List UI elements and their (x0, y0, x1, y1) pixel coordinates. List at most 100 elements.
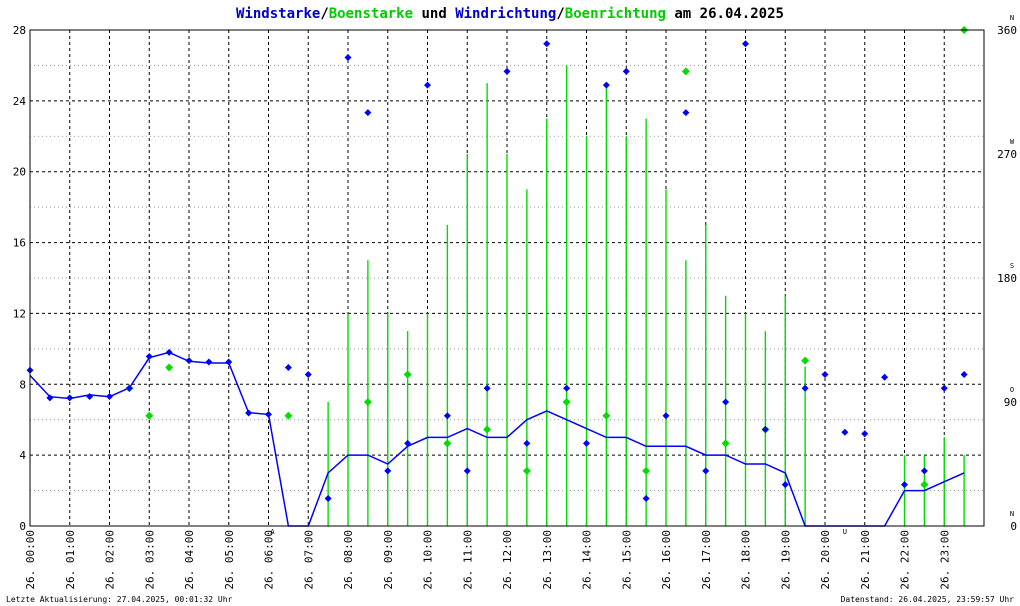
wind-direction-point (662, 412, 670, 420)
wind-direction-point (583, 439, 590, 447)
wind-direction-point (384, 467, 392, 475)
plot-frame (29, 29, 985, 527)
wind-direction-point (284, 364, 292, 372)
y-left-tick-label: 0 (19, 520, 26, 533)
footer-left: Letzte Aktualisierung: 27.04.2025, 00:01… (6, 595, 233, 604)
wind-direction-point (185, 357, 193, 365)
title-part: / (556, 6, 564, 22)
gust-direction-point (562, 398, 571, 406)
gust-direction-point (145, 411, 154, 420)
right-axis-labels: 0 90 180 270 360 N O S W N (997, 14, 1017, 533)
wind-direction-point (960, 370, 968, 378)
wind-direction-point (563, 384, 571, 392)
wind-direction-point (722, 398, 730, 406)
wind-direction-point (463, 467, 471, 475)
y-left-tick-label: 8 (19, 378, 26, 391)
wind-direction-point (324, 494, 332, 502)
wind-direction-point (404, 439, 412, 447)
time-marker-label: U (843, 528, 847, 536)
y-left-tick-label: 4 (19, 449, 26, 462)
wind-direction-point (86, 392, 94, 400)
x-tick-label: 26. 18:00 (740, 530, 753, 590)
wind-direction-point (841, 428, 849, 436)
x-tick-label: 26. 22:00 (899, 530, 912, 590)
wind-direction-point (344, 54, 352, 62)
gust-direction-point (284, 411, 293, 420)
wind-direction-point (205, 358, 213, 366)
wind-direction-point (742, 40, 749, 48)
gust-direction-point (443, 439, 452, 448)
chart-title: Windstarke/Boenstarke und Windrichtung/B… (236, 6, 784, 22)
gust-direction-point (920, 480, 929, 489)
wind-direction-point (761, 426, 769, 434)
gust-direction-point (483, 425, 492, 434)
wind-direction-point (225, 358, 233, 366)
gust-direction-point (403, 370, 412, 379)
x-tick-label: 26. 20:00 (819, 530, 832, 590)
time-marker-label: A (270, 528, 275, 536)
wind-direction-point (781, 481, 789, 489)
title-part: und (413, 6, 455, 22)
x-tick-label: 26. 03:00 (143, 530, 156, 590)
x-tick-label: 26. 16:00 (660, 530, 673, 590)
x-tick-label: 26. 09:00 (382, 530, 395, 590)
wind-direction-point (245, 409, 253, 417)
x-tick-label: 26. 21:00 (859, 530, 872, 590)
title-part: Windrichtung (455, 6, 556, 22)
y-left-tick-label: 20 (13, 166, 26, 179)
x-tick-label: 26. 05:00 (223, 530, 236, 590)
direction-label: O (1010, 386, 1014, 394)
wind-direction-point (523, 439, 531, 447)
title-part: / (320, 6, 328, 22)
y-left-tick-label: 28 (13, 24, 26, 37)
y-right-tick-label: 90 (1004, 396, 1017, 409)
y-right-tick-label: 360 (997, 24, 1017, 37)
wind-direction-point (642, 494, 650, 502)
wind-direction-point (602, 81, 610, 89)
wind-direction-point (443, 412, 451, 420)
title-part: Boenstarke (329, 6, 413, 22)
wind-direction-point (46, 394, 54, 402)
wind-direction-point (881, 373, 889, 381)
wind-direction-point (702, 467, 710, 475)
gust-direction-point (602, 411, 611, 420)
x-tick-label: 26. 15:00 (620, 530, 633, 590)
wind-direction-point (483, 384, 491, 392)
title-part: Boenrichtung (565, 6, 666, 22)
title-part: Windstarke (236, 6, 320, 22)
wind-direction-point (920, 467, 928, 475)
gust-direction-point (721, 439, 730, 448)
y-right-tick-label: 180 (997, 272, 1017, 285)
y-right-tick-label: 270 (997, 148, 1017, 161)
wind-direction-point (543, 40, 551, 48)
direction-label: W (1010, 138, 1015, 146)
x-tick-label: 26. 00:00 (24, 530, 37, 590)
wind-direction-point (622, 67, 630, 75)
x-tick-label: 26. 19:00 (779, 530, 792, 590)
gust-direction-point (363, 398, 372, 406)
wind-direction-point (165, 348, 173, 356)
wind-direction-series (26, 40, 968, 502)
wind-direction-point (861, 430, 869, 438)
wind-direction-point (801, 384, 809, 392)
x-tick-label: 26. 01:00 (64, 530, 77, 590)
x-axis-labels: 26. 00:00 26. 01:00 26. 02:00 26. 03:00 26. … (24, 530, 951, 590)
gust-direction-point (165, 363, 174, 372)
direction-label: N (1010, 510, 1014, 518)
wind-direction-point (682, 109, 690, 117)
y-left-tick-label: 12 (13, 307, 26, 320)
title-part: am 26.04.2025 (666, 6, 784, 22)
gust-speed-series (327, 65, 965, 526)
wind-direction-point (145, 353, 153, 361)
gust-direction-point (801, 356, 810, 365)
y-left-tick-label: 24 (13, 95, 27, 108)
x-tick-label: 26. 11:00 (461, 530, 474, 590)
direction-label: N (1010, 14, 1014, 22)
x-tick-label: 26. 23:00 (938, 530, 951, 590)
x-tick-label: 26. 07:00 (302, 530, 315, 590)
x-tick-label: 26. 10:00 (422, 530, 435, 590)
wind-direction-point (125, 384, 133, 392)
x-tick-label: 26. 13:00 (541, 530, 554, 590)
